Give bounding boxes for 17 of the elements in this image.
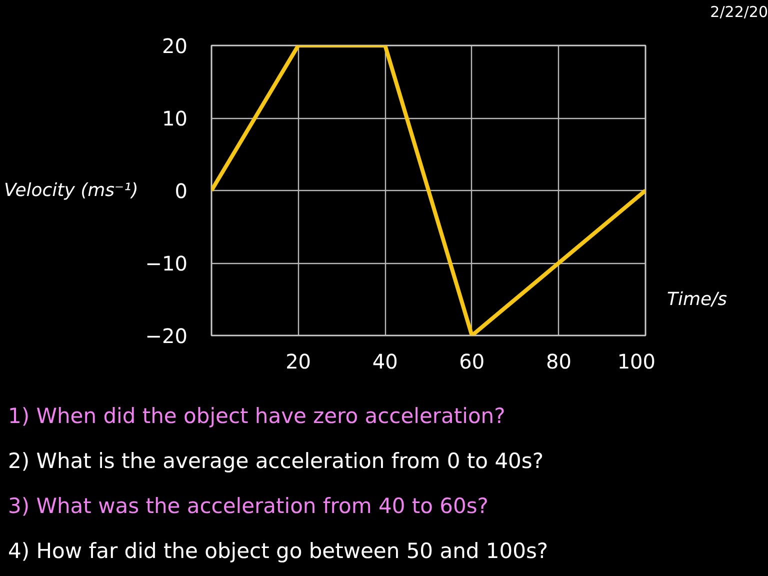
y-tick-label: 0: [174, 179, 188, 203]
y-tick-label: −10: [145, 252, 188, 276]
x-tick-label: 80: [546, 350, 572, 374]
x-tick-label: 20: [286, 350, 312, 374]
text: 1) When did the object have zero acceleration?: [8, 403, 506, 430]
text: 2/22/20: [710, 2, 768, 23]
x-axis-title: Time/s: [667, 288, 728, 312]
y-tick-label: 10: [162, 106, 188, 130]
text: 2) What is the average acceleration from 0 to 40s?: [8, 448, 544, 475]
x-tick-label: 100: [617, 350, 656, 374]
x-tick-label: 40: [372, 350, 398, 374]
y-tick-label: 20: [162, 34, 188, 58]
y-axis-title: Velocity (ms⁻¹): [4, 180, 138, 201]
y-tick-label: −20: [145, 324, 188, 348]
text: 4) How far did the object go between 50 and 100s?: [8, 538, 548, 565]
x-tick-label: 60: [459, 350, 485, 374]
text: 3) What was the acceleration from 40 to 60s?: [8, 493, 488, 520]
